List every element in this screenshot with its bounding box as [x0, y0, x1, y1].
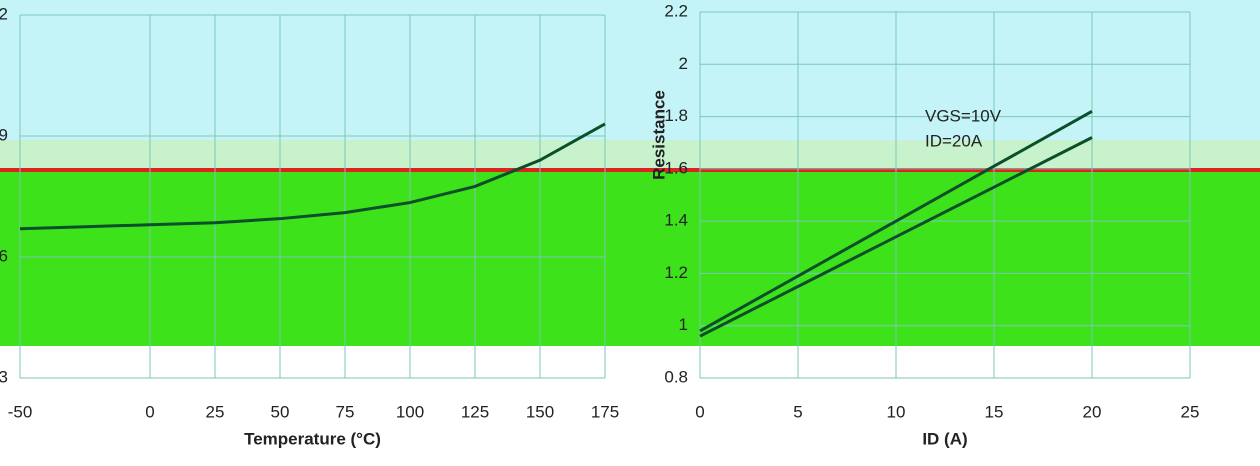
- x-tick-label: 20: [1083, 402, 1102, 421]
- x-tick-label: 175: [591, 402, 619, 421]
- y-tick-label: 1.4: [664, 211, 688, 230]
- y-tick-label: 3: [0, 367, 8, 386]
- x-tick-label: 5: [793, 402, 802, 421]
- x-tick-label: 125: [461, 402, 489, 421]
- x-tick-label: 25: [1181, 402, 1200, 421]
- x-tick-label: 50: [271, 402, 290, 421]
- background-band: [0, 140, 1260, 170]
- y-tick-label: 12: [0, 4, 8, 23]
- x-tick-label: 25: [206, 402, 225, 421]
- annotation: VGS=10V: [925, 106, 1002, 125]
- x-tick-label: -50: [8, 402, 33, 421]
- background-green: [0, 170, 1260, 346]
- page: 36912-500255075100125150175Temperature (…: [0, 0, 1260, 466]
- background-top: [0, 0, 1260, 140]
- y-tick-label: 9: [0, 125, 8, 144]
- x-tick-label: 150: [526, 402, 554, 421]
- x-tick-label: 75: [336, 402, 355, 421]
- y-tick-label: 2.2: [664, 1, 688, 20]
- y-tick-label: 6: [0, 246, 8, 265]
- x-tick-label: 10: [887, 402, 906, 421]
- x-axis-label: Temperature (°C): [244, 429, 381, 448]
- x-tick-label: 0: [145, 402, 154, 421]
- y-tick-label: 2: [679, 54, 688, 73]
- y-axis-label: Resistance: [649, 90, 668, 180]
- y-tick-label: 1.2: [664, 263, 688, 282]
- y-tick-label: 0.8: [664, 367, 688, 386]
- x-tick-label: 15: [985, 402, 1004, 421]
- annotation: ID=20A: [925, 131, 983, 150]
- x-axis-label: ID (A): [922, 429, 967, 448]
- x-tick-label: 0: [695, 402, 704, 421]
- y-tick-label: 1: [679, 315, 688, 334]
- x-tick-label: 100: [396, 402, 424, 421]
